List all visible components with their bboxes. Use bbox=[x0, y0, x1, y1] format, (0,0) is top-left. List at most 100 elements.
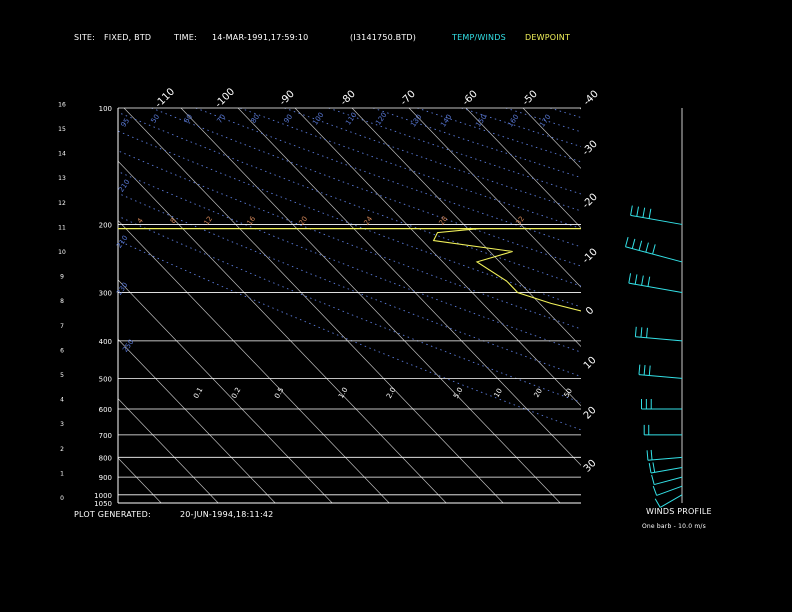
wind-barb-feather bbox=[642, 207, 646, 218]
dry-adiabat-line bbox=[118, 215, 581, 403]
top-temperature-label: -80 bbox=[339, 89, 358, 108]
isotherm-line bbox=[118, 160, 447, 503]
wind-barb-feather bbox=[628, 273, 632, 284]
dry-adiabat-line bbox=[118, 192, 581, 378]
pressure-tick-label: 200 bbox=[99, 221, 112, 229]
pressure-tick-label: 400 bbox=[99, 338, 112, 346]
pressure-tick-label: 900 bbox=[99, 474, 112, 482]
dry-adiabat-label: 160 bbox=[506, 113, 520, 129]
pressure-tick-label: 300 bbox=[99, 290, 112, 298]
isotherm-line bbox=[180, 108, 561, 503]
dry-adiabat-line bbox=[118, 130, 581, 308]
dry-adiabat-label: 230 bbox=[115, 281, 129, 297]
dry-adiabat-line bbox=[118, 240, 581, 431]
dry-adiabat-line bbox=[372, 108, 581, 179]
moist-adiabat-label: 32 bbox=[515, 215, 527, 227]
wind-barb-feather bbox=[638, 240, 643, 251]
dry-adiabat-label: 120 bbox=[374, 111, 388, 127]
dry-adiabat-label: 140 bbox=[439, 113, 453, 129]
dry-adiabat-label: 110 bbox=[344, 111, 358, 127]
wind-barb-feather bbox=[648, 208, 652, 219]
height-tick-label: 3 bbox=[60, 421, 64, 428]
height-tick-label: 7 bbox=[60, 323, 64, 330]
top-temperature-label: -110 bbox=[153, 86, 177, 110]
wind-barb-feather bbox=[652, 485, 658, 496]
isotherm-line bbox=[579, 108, 581, 110]
dry-adiabat-line bbox=[118, 111, 581, 287]
wind-barb-feather bbox=[634, 326, 637, 337]
pressure-tick-label: 600 bbox=[99, 406, 112, 414]
right-temperature-label: 20 bbox=[582, 405, 599, 422]
height-tick-label: 11 bbox=[58, 224, 66, 231]
isotherm-line bbox=[694, 108, 792, 503]
moist-adiabat-line bbox=[677, 224, 792, 501]
dry-adiabat-line bbox=[639, 108, 792, 501]
dewpoint-series-line bbox=[432, 228, 581, 312]
site-value: FIXED, BTD bbox=[104, 33, 152, 42]
dry-adiabat-label: 95 bbox=[120, 117, 132, 129]
isotherm-line bbox=[0, 108, 104, 503]
wind-barb-feather bbox=[646, 327, 648, 338]
wind-barb-feather bbox=[651, 474, 655, 485]
time-label: TIME: bbox=[174, 33, 197, 42]
moist-adiabat-line bbox=[736, 224, 792, 501]
top-temperature-label: -100 bbox=[213, 86, 237, 110]
winds-profile-title: WINDS PROFILE bbox=[646, 507, 712, 516]
height-tick-label: 0 bbox=[60, 495, 64, 502]
isotherm-line bbox=[118, 457, 162, 503]
wind-barb-staff bbox=[628, 282, 683, 294]
time-value: 14-MAR-1991,17:59:10 bbox=[212, 33, 309, 42]
dry-adiabat-label: 210 bbox=[117, 178, 131, 194]
mixing-ratio-label: 0.2 bbox=[230, 386, 242, 400]
isotherm-line bbox=[123, 108, 504, 503]
right-temperature-label: -20 bbox=[581, 192, 600, 211]
wind-barb-staff bbox=[630, 214, 683, 225]
dry-adiabat-label: 60 bbox=[183, 113, 195, 125]
wind-barb-feather bbox=[652, 244, 656, 255]
right-temperature-label: 0 bbox=[584, 305, 596, 317]
mixing-ratio-label: 2.0 bbox=[385, 386, 397, 400]
wind-barb-staff bbox=[659, 494, 683, 508]
wind-barb-feather bbox=[647, 276, 651, 287]
isotherm-line bbox=[118, 219, 390, 503]
dry-adiabat-label: 70 bbox=[216, 113, 228, 125]
wind-barb-feather bbox=[630, 205, 633, 216]
wind-barb-feather bbox=[643, 365, 646, 376]
moist-adiabat-line bbox=[619, 224, 792, 501]
wind-barb-staff bbox=[647, 456, 683, 461]
moist-adiabat-label: 16 bbox=[246, 214, 258, 226]
dry-adiabat-label: 250 bbox=[121, 338, 135, 354]
top-temperature-label: -90 bbox=[278, 89, 297, 108]
temperature-series-line bbox=[637, 229, 792, 495]
wind-barb-feather bbox=[648, 463, 652, 474]
winds-profile bbox=[625, 108, 683, 508]
dry-adiabat-line bbox=[328, 108, 581, 195]
moist-adiabat-line bbox=[666, 224, 792, 501]
mixing-ratio-label: 50 bbox=[563, 387, 574, 399]
sounding-series bbox=[432, 228, 792, 495]
height-tick-label: 12 bbox=[58, 200, 66, 207]
wind-barb-feather bbox=[638, 364, 641, 375]
isotherm-line bbox=[522, 108, 581, 169]
moist-adiabat-label: 20 bbox=[298, 215, 310, 227]
grid-lines bbox=[0, 108, 792, 503]
dry-adiabat-line bbox=[461, 108, 581, 148]
moist-adiabat-label: 12 bbox=[203, 215, 215, 227]
plot-generated-label: PLOT GENERATED: bbox=[74, 510, 151, 519]
right-temperature-label: 30 bbox=[582, 458, 599, 475]
height-tick-label: 4 bbox=[60, 397, 64, 404]
mixing-ratio-line bbox=[687, 409, 792, 503]
isotherm-line bbox=[118, 338, 276, 503]
mixing-ratio-label: 20 bbox=[533, 387, 544, 399]
dry-adiabat-line bbox=[118, 150, 581, 330]
dry-adiabat-line bbox=[727, 108, 792, 501]
pressure-tick-label: 100 bbox=[99, 105, 112, 113]
dry-adiabat-label: 150 bbox=[474, 113, 488, 129]
isotherm-line bbox=[351, 108, 581, 348]
moist-adiabat-line bbox=[654, 224, 792, 501]
dry-adiabat-label: 210 bbox=[115, 234, 129, 250]
top-temperature-label: -70 bbox=[399, 89, 418, 108]
plot-generated-value: 20-JUN-1994,18:11:42 bbox=[180, 510, 274, 519]
mixing-ratio-label: 0.5 bbox=[273, 386, 285, 400]
